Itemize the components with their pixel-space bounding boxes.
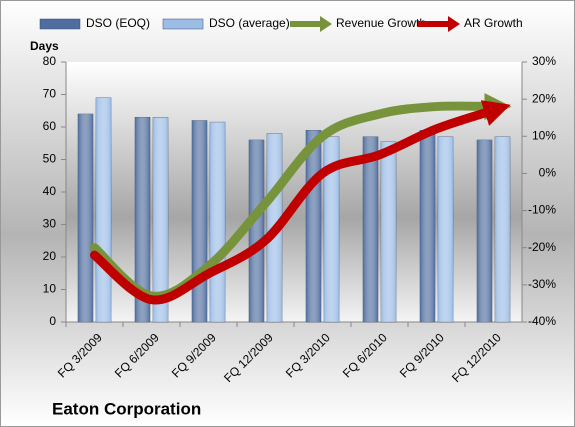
bar-shine bbox=[438, 136, 453, 322]
y2-tick-label: 10% bbox=[532, 128, 556, 142]
y2-tick-label: 20% bbox=[532, 91, 556, 105]
y-tick-label: 70 bbox=[43, 87, 57, 101]
legend-label: DSO (average) bbox=[209, 16, 290, 30]
y2-tick-label: -20% bbox=[528, 240, 556, 254]
bar-shine bbox=[477, 140, 492, 322]
y-axis-title: Days bbox=[30, 39, 59, 53]
legend-swatch-head bbox=[320, 16, 332, 32]
legend-label: DSO (EOQ) bbox=[86, 16, 150, 30]
y-tick-label: 10 bbox=[43, 282, 57, 296]
y-tick-label: 0 bbox=[49, 314, 56, 328]
y-tick-label: 20 bbox=[43, 249, 57, 263]
bar-shine bbox=[135, 117, 150, 322]
legend-label: AR Growth bbox=[464, 16, 523, 30]
y-tick-label: 60 bbox=[43, 119, 57, 133]
y-tick-label: 50 bbox=[43, 152, 57, 166]
y2-tick-label: -30% bbox=[528, 277, 556, 291]
bar-shine bbox=[96, 97, 111, 322]
legend-label: Revenue Growth bbox=[336, 16, 426, 30]
bar-shine bbox=[420, 130, 435, 322]
bar-shine bbox=[381, 141, 396, 322]
chart-title: Eaton Corporation bbox=[52, 399, 201, 418]
bar-shine bbox=[78, 114, 93, 322]
bar-shine bbox=[210, 122, 225, 322]
line bbox=[90, 100, 511, 305]
bar-shine bbox=[324, 136, 339, 322]
y2-tick-label: 30% bbox=[532, 54, 556, 68]
bar-shine bbox=[192, 120, 207, 322]
legend-swatch bbox=[39, 18, 81, 30]
y2-tick-label: -10% bbox=[528, 203, 556, 217]
y2-tick-label: 0% bbox=[539, 166, 557, 180]
bar-shine bbox=[249, 140, 264, 322]
legend-swatch-head bbox=[448, 16, 460, 32]
y-tick-label: 30 bbox=[43, 217, 57, 231]
bar-shine bbox=[306, 130, 321, 322]
y-tick-label: 80 bbox=[43, 54, 57, 68]
y-tick-label: 40 bbox=[43, 184, 57, 198]
y2-tick-label: -40% bbox=[528, 314, 556, 328]
bar-shine bbox=[495, 136, 510, 322]
bar-shine bbox=[363, 136, 378, 322]
bar-shine bbox=[153, 117, 168, 322]
legend-swatch bbox=[162, 18, 204, 30]
